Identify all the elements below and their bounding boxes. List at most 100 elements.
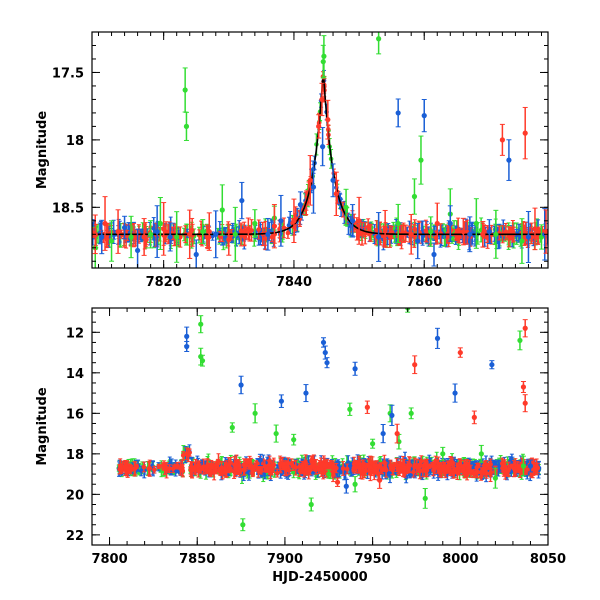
data-point-red <box>394 423 400 444</box>
data-point-red <box>506 226 512 248</box>
data-point-red <box>195 462 200 470</box>
data-point-blue <box>297 191 304 218</box>
data-point-red <box>356 196 362 245</box>
data-point-green <box>411 178 418 215</box>
y-tick-label: 18.5 <box>52 201 84 216</box>
data-point-red <box>204 224 210 249</box>
data-point-red <box>256 219 262 240</box>
data-point-red <box>297 463 302 471</box>
data-point-green <box>418 135 424 185</box>
data-point-blue <box>330 163 336 198</box>
data-point-red <box>481 464 487 474</box>
data-point-green <box>240 518 246 532</box>
x-tick-label: 7840 <box>276 275 312 290</box>
data-point-blue <box>265 217 271 251</box>
data-point-red <box>115 209 121 254</box>
data-point-red <box>503 222 509 241</box>
data-point-red <box>405 461 410 474</box>
data-point-red <box>460 465 466 476</box>
data-point-red <box>250 470 256 478</box>
data-point-green <box>326 469 332 479</box>
data-point-red <box>358 463 363 479</box>
data-point-blue <box>389 404 395 426</box>
data-point-blue <box>352 361 358 376</box>
data-point-blue <box>343 478 349 494</box>
data-point-red <box>123 461 129 472</box>
data-point-red <box>201 458 206 475</box>
data-point-green <box>157 197 163 250</box>
data-point-red <box>331 468 336 475</box>
data-point-red <box>534 462 541 474</box>
data-point-blue <box>506 139 512 181</box>
y-tick-label: 12 <box>66 326 84 341</box>
data-point-red <box>213 461 219 468</box>
data-point-green <box>273 424 279 443</box>
data-point-red <box>309 455 315 464</box>
axes-frame-1 <box>91 307 549 546</box>
data-point-red <box>382 209 388 248</box>
bottom-panel: 7800 7850 7900 7950 8000 8050 12 14 16 18 20 22 Magn… <box>35 307 566 585</box>
x-tick-label: 7820 <box>146 275 182 290</box>
data-point-red <box>274 468 280 478</box>
data-point-blue <box>223 227 229 244</box>
data-point-red <box>307 155 313 206</box>
y-tick-label: 14 <box>66 367 84 382</box>
data-point-red <box>418 455 424 467</box>
data-point-green <box>182 67 188 113</box>
x-tick-label: 8050 <box>530 552 566 567</box>
data-point-red <box>377 471 383 489</box>
data-point-red <box>119 464 124 474</box>
data-point-green <box>199 354 206 367</box>
data-point-green <box>108 220 115 262</box>
data-point-blue <box>238 375 244 395</box>
data-point-blue <box>310 160 317 214</box>
data-point-red <box>152 465 157 474</box>
data-point-red <box>325 99 331 140</box>
data-point-red <box>132 461 138 476</box>
data-point-blue <box>447 205 453 242</box>
data-point-red <box>414 458 420 476</box>
data-point-red <box>206 212 212 251</box>
data-point-red <box>334 477 341 487</box>
data-point-blue <box>349 204 356 238</box>
data-point-red <box>467 459 472 474</box>
data-point-red <box>245 458 251 465</box>
data-point-green <box>520 455 527 477</box>
data-point-red <box>379 466 385 475</box>
data-point-blue <box>320 127 326 167</box>
data-point-red <box>520 381 527 393</box>
y-tick-label: 17.5 <box>52 66 84 81</box>
data-point-red <box>423 219 429 243</box>
data-point-green <box>308 497 314 512</box>
data-point-blue <box>322 345 328 360</box>
data-point-green <box>232 206 238 262</box>
data-point-red <box>303 465 308 476</box>
data-point-blue <box>239 181 245 220</box>
data-point-red <box>205 458 210 474</box>
data-point-red <box>480 221 486 248</box>
data-point-red <box>226 223 232 256</box>
data-point-green <box>440 446 446 461</box>
data-point-green <box>200 219 206 245</box>
data-point-blue <box>431 242 437 267</box>
data-point-red <box>455 217 461 243</box>
data-point-green <box>473 198 479 249</box>
data-point-red <box>234 454 239 472</box>
data-point-blue <box>257 453 263 467</box>
data-point-red <box>344 463 350 475</box>
data-point-blue <box>486 219 492 245</box>
data-point-blue <box>421 99 427 133</box>
data-point-green <box>478 444 484 463</box>
data-point-red <box>464 469 470 481</box>
data-point-red <box>141 461 147 473</box>
data-point-red <box>364 400 370 414</box>
data-point-red <box>471 410 477 425</box>
data-point-blue <box>324 357 330 369</box>
data-point-green <box>422 488 428 509</box>
y-axis-label: Magnitude <box>35 111 50 190</box>
data-point-blue <box>184 340 190 352</box>
data-point-red <box>448 467 453 477</box>
data-point-red <box>460 217 466 246</box>
